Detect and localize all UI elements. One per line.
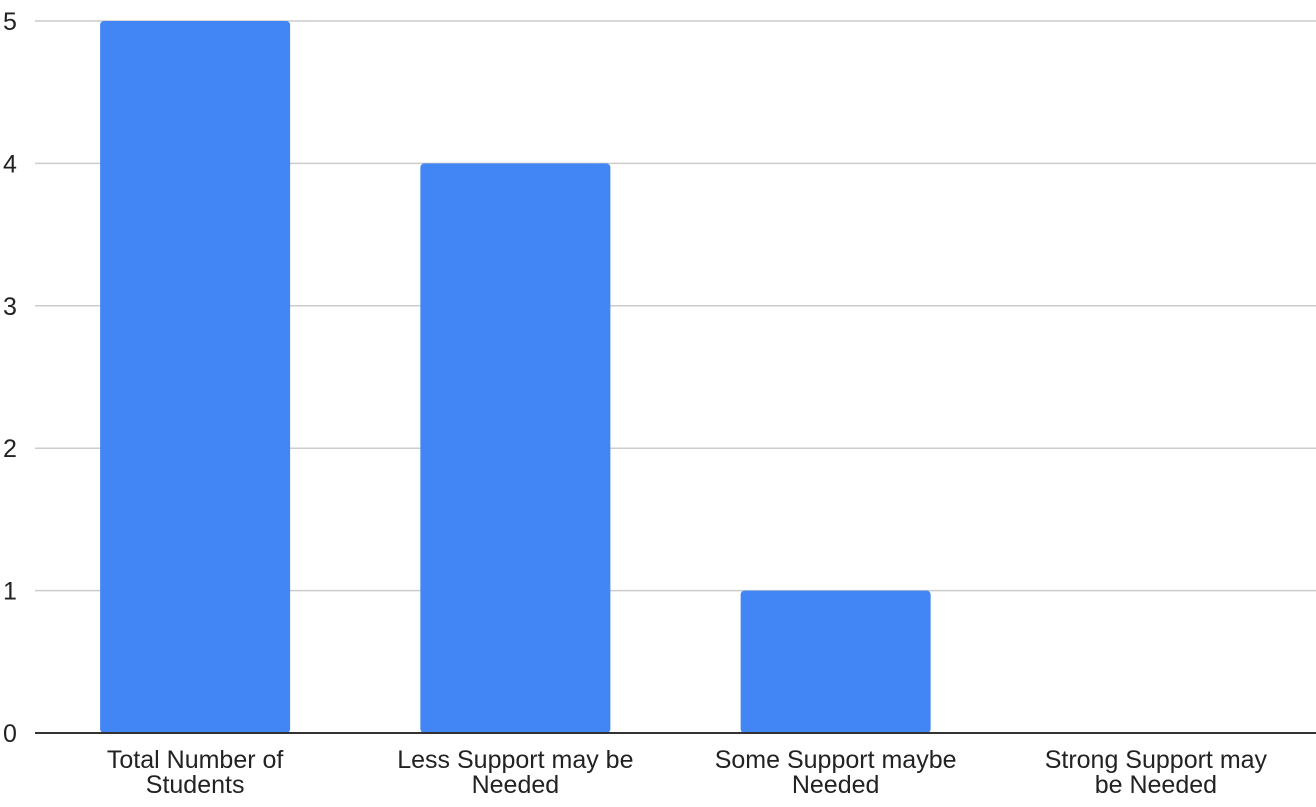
y-axis-tick-labels: 0 1 2 3 4 5 [3, 8, 17, 748]
x-category-label-line: Some Support maybe [715, 746, 957, 774]
x-category-label-line: Strong Support may [1045, 746, 1268, 774]
y-tick-label: 2 [3, 435, 17, 463]
x-category-label: Strong Support may be Needed [1045, 746, 1268, 799]
x-category-label-line: Less Support may be [397, 746, 633, 774]
x-category-label: Some Support maybe Needed [715, 746, 957, 799]
x-category-label: Total Number of Students [107, 746, 284, 799]
bar [740, 590, 931, 733]
bar [100, 21, 291, 733]
y-tick-label: 1 [3, 578, 17, 606]
bars [100, 21, 931, 733]
y-tick-label: 4 [3, 150, 17, 178]
y-tick-label: 3 [3, 293, 17, 321]
x-axis-category-labels: Total Number of Students Less Support may … [107, 746, 1268, 799]
x-category-label-line: Total Number of [107, 746, 284, 774]
x-category-label-line: be Needed [1095, 771, 1217, 799]
y-tick-label: 5 [3, 8, 17, 36]
x-category-label: Less Support may be Needed [397, 746, 633, 799]
x-category-label-line: Needed [792, 771, 880, 799]
bar [420, 163, 611, 733]
x-category-label-line: Students [146, 771, 245, 799]
x-category-label-line: Needed [472, 771, 560, 799]
y-tick-label: 0 [3, 720, 17, 748]
